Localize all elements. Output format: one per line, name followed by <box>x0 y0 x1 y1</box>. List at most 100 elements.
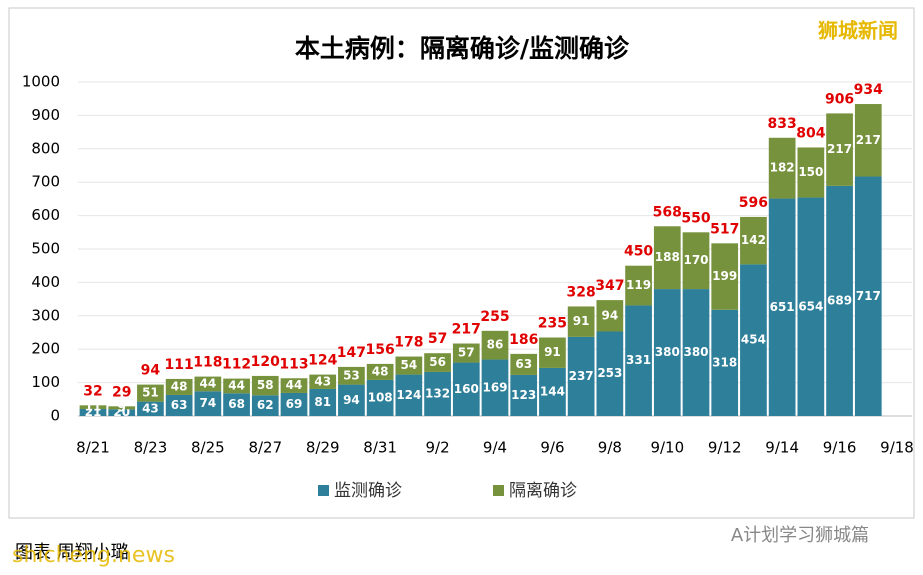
bar-segment <box>79 405 107 409</box>
segment-label: 454 <box>741 333 766 347</box>
total-label: 147 <box>337 345 366 361</box>
segment-label: 91 <box>573 314 590 328</box>
total-label: 57 <box>428 331 447 347</box>
bar-segment <box>740 264 767 416</box>
legend-label: 隔离确诊 <box>509 481 577 501</box>
total-label: 833 <box>768 116 797 132</box>
y-tick-label: 300 <box>31 306 60 324</box>
watermark: shicheng.news <box>12 543 175 568</box>
bar-segment <box>424 353 451 372</box>
bar-segment <box>395 374 423 416</box>
y-tick-label: 600 <box>31 206 60 224</box>
segment-label: 651 <box>770 300 795 314</box>
bar-segment <box>625 305 652 416</box>
segment-label: 108 <box>368 390 393 404</box>
total-label: 550 <box>681 210 710 226</box>
bar-segment <box>797 197 825 416</box>
segment-label: 654 <box>798 299 823 313</box>
bar-segment <box>539 337 566 368</box>
bar-segment <box>596 331 624 416</box>
segment-label: 253 <box>597 366 622 380</box>
segment-label: 199 <box>712 269 737 283</box>
x-tick-label: 9/2 <box>426 439 450 457</box>
x-tick-label: 8/25 <box>191 439 225 457</box>
total-label: 517 <box>710 221 739 237</box>
total-label: 347 <box>595 278 624 294</box>
y-tick-label: 100 <box>31 373 60 391</box>
bar-segment <box>740 216 767 265</box>
bar-segment <box>280 392 308 416</box>
x-tick-label: 9/18 <box>880 439 914 457</box>
bar-segment <box>481 359 509 416</box>
bar-segment <box>452 362 480 416</box>
segment-label: 380 <box>655 345 680 359</box>
segment-label: 53 <box>343 368 360 382</box>
bar-segment <box>395 356 423 375</box>
segment-label: 51 <box>142 386 159 400</box>
segment-label: 160 <box>454 382 479 396</box>
total-label: 113 <box>279 356 308 372</box>
bar-segment <box>567 336 595 416</box>
segment-label: 331 <box>626 353 651 367</box>
legend-swatch <box>318 485 329 496</box>
y-tick-label: 1000 <box>22 73 60 91</box>
segment-label: 91 <box>544 345 561 359</box>
total-label: 112 <box>222 357 251 373</box>
bar-segment <box>108 406 136 410</box>
x-tick-label: 8/27 <box>248 439 282 457</box>
segment-label: 48 <box>171 379 188 393</box>
total-label: 124 <box>308 353 337 369</box>
bar-segment <box>338 366 365 385</box>
segment-label: 217 <box>856 133 881 147</box>
bar-segment <box>596 300 624 332</box>
legend-label: 监测确诊 <box>334 481 402 501</box>
total-label: 29 <box>112 384 131 400</box>
segment-label: 74 <box>200 396 217 410</box>
segment-label: 237 <box>569 369 594 383</box>
total-label: 450 <box>624 244 653 260</box>
segment-label: 9 <box>118 400 126 414</box>
segment-label: 318 <box>712 355 737 369</box>
segment-label: 48 <box>372 364 389 378</box>
bar-segment <box>223 378 250 394</box>
total-label: 120 <box>251 354 280 370</box>
bar-segment <box>510 374 538 416</box>
bar-segment <box>682 232 710 290</box>
total-label: 94 <box>141 363 161 379</box>
x-tick-label: 9/8 <box>598 439 622 457</box>
segment-label: 44 <box>200 376 217 390</box>
bar-segment <box>366 379 394 416</box>
bar-segment <box>797 147 825 198</box>
segment-label: 119 <box>626 278 651 292</box>
total-label: 255 <box>480 309 509 325</box>
total-label: 32 <box>83 383 102 399</box>
y-tick-label: 700 <box>31 173 60 191</box>
x-tick-label: 9/10 <box>650 439 684 457</box>
watermark: 狮城新闻 <box>818 19 898 43</box>
segment-label: 150 <box>798 165 823 179</box>
bar-segment <box>567 306 595 337</box>
segment-label: 144 <box>540 384 565 398</box>
bar-segment <box>653 289 681 416</box>
bar-segment <box>510 353 538 375</box>
total-label: 906 <box>825 91 854 107</box>
segment-label: 43 <box>314 374 331 388</box>
segment-label: 69 <box>286 397 303 411</box>
segment-label: 94 <box>602 308 619 322</box>
bar-segment <box>653 226 681 290</box>
bar-segment <box>280 378 308 393</box>
bar-segment <box>481 330 509 360</box>
bar-segment <box>309 374 337 389</box>
bar-segment <box>539 367 566 416</box>
bar-segment <box>338 384 365 416</box>
bar-segment <box>711 309 739 416</box>
segment-label: 689 <box>827 293 852 307</box>
total-label: 111 <box>165 357 194 373</box>
segment-label: 44 <box>286 378 303 392</box>
segment-label: 63 <box>515 357 532 371</box>
segment-label: 188 <box>655 250 680 264</box>
y-tick-label: 200 <box>31 340 60 358</box>
x-tick-label: 9/16 <box>823 439 857 457</box>
segment-label: 54 <box>401 358 418 372</box>
